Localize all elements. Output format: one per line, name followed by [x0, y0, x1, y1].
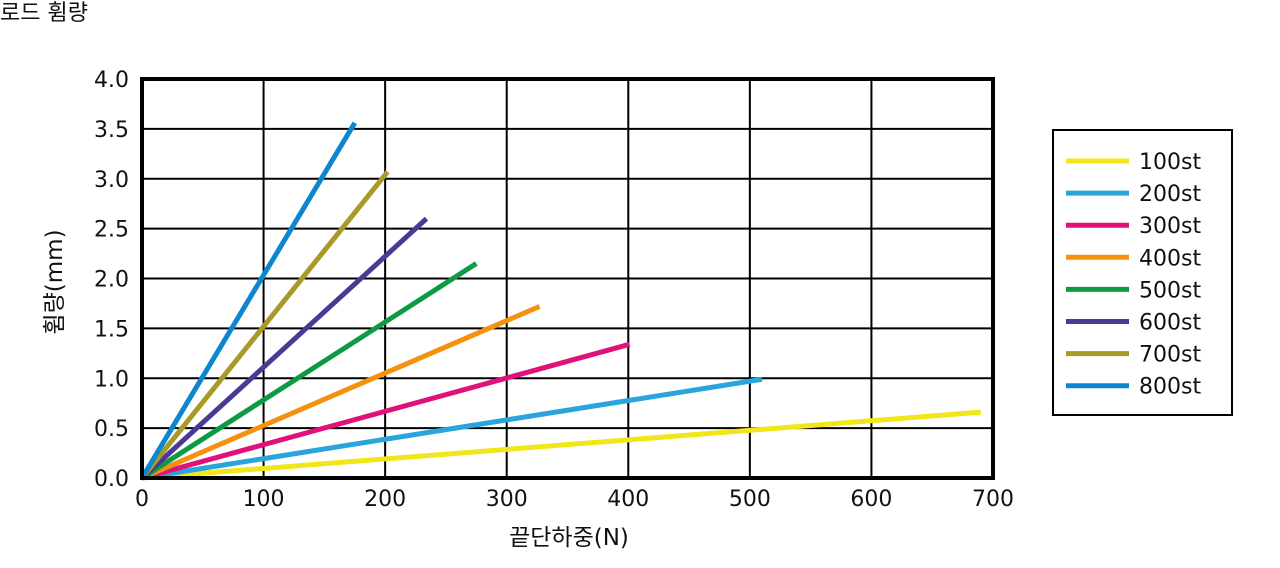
y-tick-label: 2.0: [94, 268, 129, 293]
legend: 100st 200st 300st 400st 500st 600st 700st 800st: [1052, 129, 1233, 416]
page-title: 로드 휨량: [0, 1, 88, 26]
legend-label: 100st: [1139, 150, 1201, 175]
series-lines: [139, 121, 982, 481]
x-tick-label: 100: [243, 487, 285, 512]
legend-label: 600st: [1139, 311, 1201, 336]
x-tick-label: 400: [607, 487, 649, 512]
y-tick-label: 4.0: [94, 68, 129, 93]
series-line-600st: [140, 216, 429, 480]
x-tick-label: 300: [486, 487, 528, 512]
series-line-500st: [140, 261, 478, 481]
series-line-700st: [140, 170, 390, 480]
series-line-800st: [139, 121, 357, 480]
x-tick-label: 700: [972, 487, 1014, 512]
legend-label: 400st: [1139, 246, 1201, 271]
y-tick-label: 3.0: [94, 168, 129, 193]
legend-label: 800st: [1139, 375, 1201, 400]
x-axis-label: 끝단하중(N): [509, 525, 629, 551]
legend-label: 500st: [1139, 278, 1201, 303]
y-axis-ticks: 0.0 0.5 1.0 1.5 2.0 2.5 3.0 3.5 4.0: [94, 68, 129, 492]
legend-box: [1052, 129, 1233, 416]
series-line-100st: [141, 409, 982, 481]
x-tick-label: 200: [364, 487, 406, 512]
legend-label: 700st: [1139, 343, 1201, 368]
x-tick-label: 600: [850, 487, 892, 512]
y-axis-label: 휨량(mm): [42, 229, 68, 334]
x-axis-ticks: 0 100 200 300 400 500 600 700: [135, 487, 1014, 512]
legend-label: 300st: [1139, 214, 1201, 239]
y-tick-label: 3.5: [94, 118, 129, 143]
y-tick-label: 2.5: [94, 218, 129, 243]
y-tick-label: 1.0: [94, 367, 129, 392]
series-line-300st: [141, 341, 631, 481]
x-tick-label: 500: [729, 487, 771, 512]
grid: [141, 78, 994, 479]
y-tick-label: 0.0: [94, 467, 129, 492]
y-tick-label: 0.5: [94, 417, 129, 442]
x-tick-label: 0: [135, 487, 149, 512]
legend-label: 200st: [1139, 182, 1201, 207]
y-tick-label: 1.5: [94, 317, 129, 342]
series-line-400st: [141, 304, 541, 481]
plot-frame: [140, 77, 995, 480]
series-line-200st: [141, 376, 763, 481]
